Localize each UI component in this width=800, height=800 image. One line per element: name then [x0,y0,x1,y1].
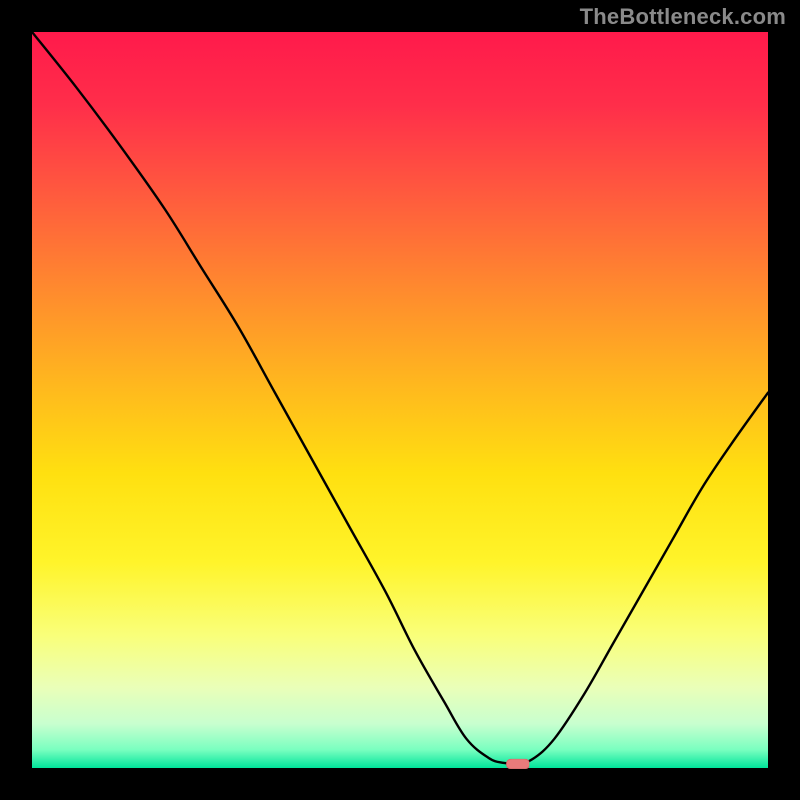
optimal-marker [506,758,530,768]
watermark-text: TheBottleneck.com [580,4,786,30]
bottleneck-chart [32,32,768,768]
bottleneck-curve [32,32,768,768]
